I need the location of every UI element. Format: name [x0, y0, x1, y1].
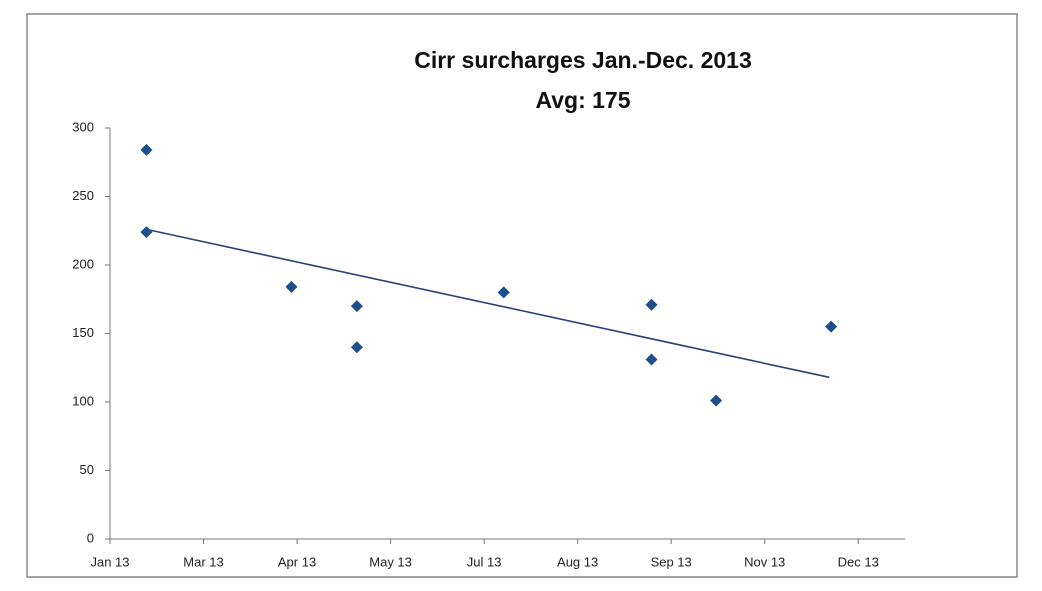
chart-title: Cirr surcharges Jan.-Dec. 2013 — [414, 47, 752, 73]
y-tick-label: 150 — [72, 325, 94, 340]
point — [350, 341, 363, 354]
x-tick-label: Mar 13 — [183, 554, 223, 569]
y-tick-label: 300 — [72, 119, 94, 134]
x-tick-label: Dec 13 — [838, 554, 879, 569]
y-tick-label: 50 — [80, 462, 94, 477]
x-tick-label: Jan 13 — [90, 554, 129, 569]
y-tick-label: 200 — [72, 256, 94, 271]
y-tick-label: 250 — [72, 188, 94, 203]
point — [825, 320, 838, 333]
y-tick-label: 0 — [87, 530, 94, 545]
point — [140, 226, 153, 239]
point — [645, 353, 658, 366]
chart-frame — [26, 13, 1018, 578]
y-tick-label: 100 — [72, 393, 94, 408]
x-tick-label: Sep 13 — [651, 554, 692, 569]
point — [710, 394, 723, 407]
point — [645, 298, 658, 311]
x-tick-label: May 13 — [369, 554, 412, 569]
trendline — [146, 228, 830, 379]
point — [497, 286, 510, 299]
chart-subtitle: Avg: 175 — [535, 87, 630, 113]
x-tick-label: Jul 13 — [467, 554, 502, 569]
point — [140, 143, 153, 156]
x-tick-label: Nov 13 — [744, 554, 785, 569]
point — [350, 300, 363, 313]
x-tick-label: Aug 13 — [557, 554, 598, 569]
x-tick-label: Apr 13 — [278, 554, 316, 569]
point — [285, 280, 298, 293]
